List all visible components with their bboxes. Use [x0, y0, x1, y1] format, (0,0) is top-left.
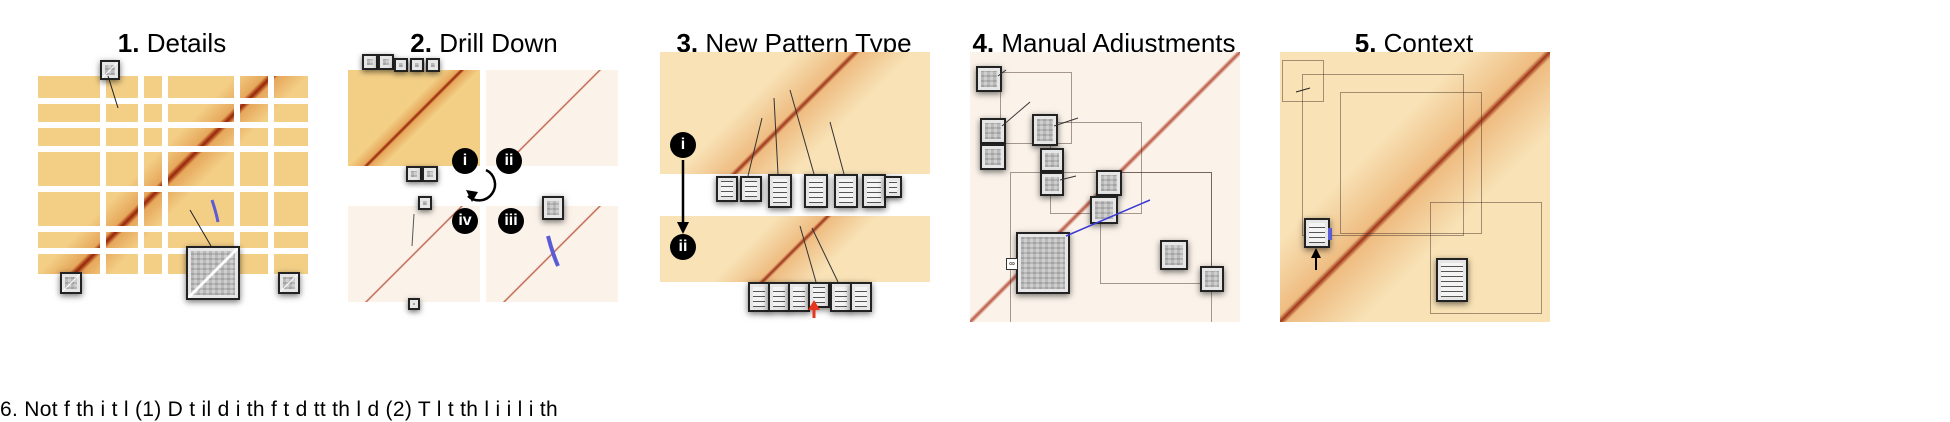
step-badge-iv: iv	[452, 208, 478, 234]
pattern-snippet-thumbnail[interactable]	[278, 272, 300, 294]
pattern-snippet-thumbnail[interactable]	[768, 282, 790, 312]
pattern-snippet-thumbnail[interactable]	[542, 196, 564, 220]
pattern-snippet-thumbnail[interactable]	[1304, 218, 1330, 248]
cycle-arrowhead-icon	[466, 190, 478, 202]
chromosome-gap	[138, 76, 144, 274]
step-badge-label: i	[462, 152, 468, 169]
contact-matrix-drill-i[interactable]	[348, 70, 480, 166]
pattern-snippet-thumbnail[interactable]	[740, 176, 762, 202]
step-badge-label: iii	[504, 212, 518, 229]
pattern-snippet-thumbnail[interactable]	[394, 58, 408, 72]
chromosome-gap	[38, 98, 308, 104]
pattern-snippet-thumbnail[interactable]	[834, 174, 858, 208]
step-badge-label: ii	[678, 238, 688, 255]
chromosome-gap	[38, 226, 308, 232]
magnified-snippet[interactable]	[186, 246, 240, 300]
contact-matrix-pattern-ii[interactable]	[660, 216, 930, 282]
panel-number: 1.	[117, 28, 140, 58]
pattern-snippet-thumbnail[interactable]	[426, 58, 440, 72]
panel-title-drill-down: 2. Drill Down	[410, 28, 557, 59]
chromosome-gap	[38, 186, 308, 192]
chromosome-gap	[38, 248, 308, 254]
chromosome-gap	[38, 146, 308, 152]
link-icon[interactable]: ∞	[1006, 258, 1018, 270]
pattern-frame	[1282, 60, 1324, 102]
step-badge-iii: iii	[498, 208, 524, 234]
pattern-snippet-thumbnail[interactable]	[884, 176, 902, 198]
cycle-arrow-icon	[467, 168, 497, 202]
pattern-snippet-thumbnail[interactable]	[60, 272, 82, 294]
pattern-snippet-thumbnail[interactable]	[850, 282, 872, 312]
step-badge-label: ii	[504, 152, 514, 169]
pattern-snippet-thumbnail[interactable]	[830, 282, 852, 312]
pattern-frame	[1340, 92, 1482, 234]
contact-matrix-context[interactable]	[1280, 52, 1550, 322]
pattern-snippet-thumbnail[interactable]	[1200, 266, 1224, 292]
pattern-snippet-thumbnail-highlighted[interactable]	[808, 282, 830, 308]
pattern-snippet-thumbnail[interactable]	[410, 58, 424, 72]
pattern-snippet-thumbnail[interactable]	[1032, 114, 1058, 146]
pattern-snippet-thumbnail[interactable]	[422, 166, 438, 182]
chromosome-gap	[38, 122, 308, 128]
pattern-frame	[1302, 74, 1464, 236]
pattern-snippet-thumbnail[interactable]	[976, 66, 1002, 92]
panel-number: 3.	[676, 28, 699, 58]
pattern-snippet-thumbnail[interactable]	[980, 144, 1006, 170]
pattern-snippet-thumbnail[interactable]	[100, 60, 120, 80]
pattern-snippet-thumbnail[interactable]	[980, 118, 1006, 144]
panel-title-details: 1. Details	[118, 28, 226, 59]
pattern-snippet-thumbnail[interactable]	[748, 282, 770, 312]
pattern-snippet-thumbnail[interactable]	[406, 166, 422, 182]
pattern-snippet-thumbnail[interactable]	[788, 282, 810, 312]
panel-number: 4.	[972, 28, 995, 58]
step-badge-label: i	[680, 136, 686, 153]
pattern-snippet-thumbnail[interactable]	[862, 174, 886, 208]
panel-title-text: Details	[146, 28, 227, 58]
pattern-snippet-thumbnail[interactable]	[804, 174, 828, 208]
step-badge-ii: ii	[670, 234, 696, 260]
step-badge-label: iv	[458, 212, 472, 229]
step-badge-i: i	[452, 148, 478, 174]
pattern-snippet-thumbnail[interactable]	[1040, 172, 1064, 196]
panel-number: 2.	[410, 28, 432, 58]
chromosome-gap	[100, 76, 106, 274]
panel-number: 5.	[1354, 28, 1377, 58]
chromosome-gap	[234, 76, 240, 274]
contact-matrix-pattern-i[interactable]	[660, 52, 930, 174]
chromosome-gap	[162, 76, 168, 274]
figure-caption: 6. Not f th i t l (1) D t il d i th f t …	[0, 398, 558, 421]
pattern-snippet-thumbnail[interactable]	[1160, 240, 1188, 270]
pattern-snippet-thumbnail[interactable]	[408, 298, 420, 310]
pattern-snippet-thumbnail[interactable]	[1090, 196, 1118, 224]
pattern-snippet-thumbnail[interactable]	[1436, 258, 1468, 302]
pattern-snippet-thumbnail[interactable]	[1096, 170, 1122, 196]
pattern-snippet-thumbnail[interactable]	[768, 174, 792, 208]
contact-matrix-drill-ii[interactable]	[486, 70, 618, 166]
step-badge-i: i	[670, 132, 696, 158]
pattern-snippet-thumbnail[interactable]	[418, 196, 432, 210]
magnified-snippet[interactable]	[1016, 232, 1070, 294]
panel-title-text: Drill Down	[439, 28, 558, 58]
pattern-frame	[1430, 202, 1542, 314]
pattern-snippet-thumbnail[interactable]	[362, 54, 378, 70]
pattern-snippet-thumbnail[interactable]	[716, 176, 738, 202]
pattern-snippet-thumbnail[interactable]	[1040, 148, 1064, 172]
step-badge-ii: ii	[496, 148, 522, 174]
chromosome-gap	[268, 76, 274, 274]
pattern-snippet-thumbnail[interactable]	[378, 54, 394, 70]
contact-matrix-details[interactable]	[38, 76, 308, 274]
